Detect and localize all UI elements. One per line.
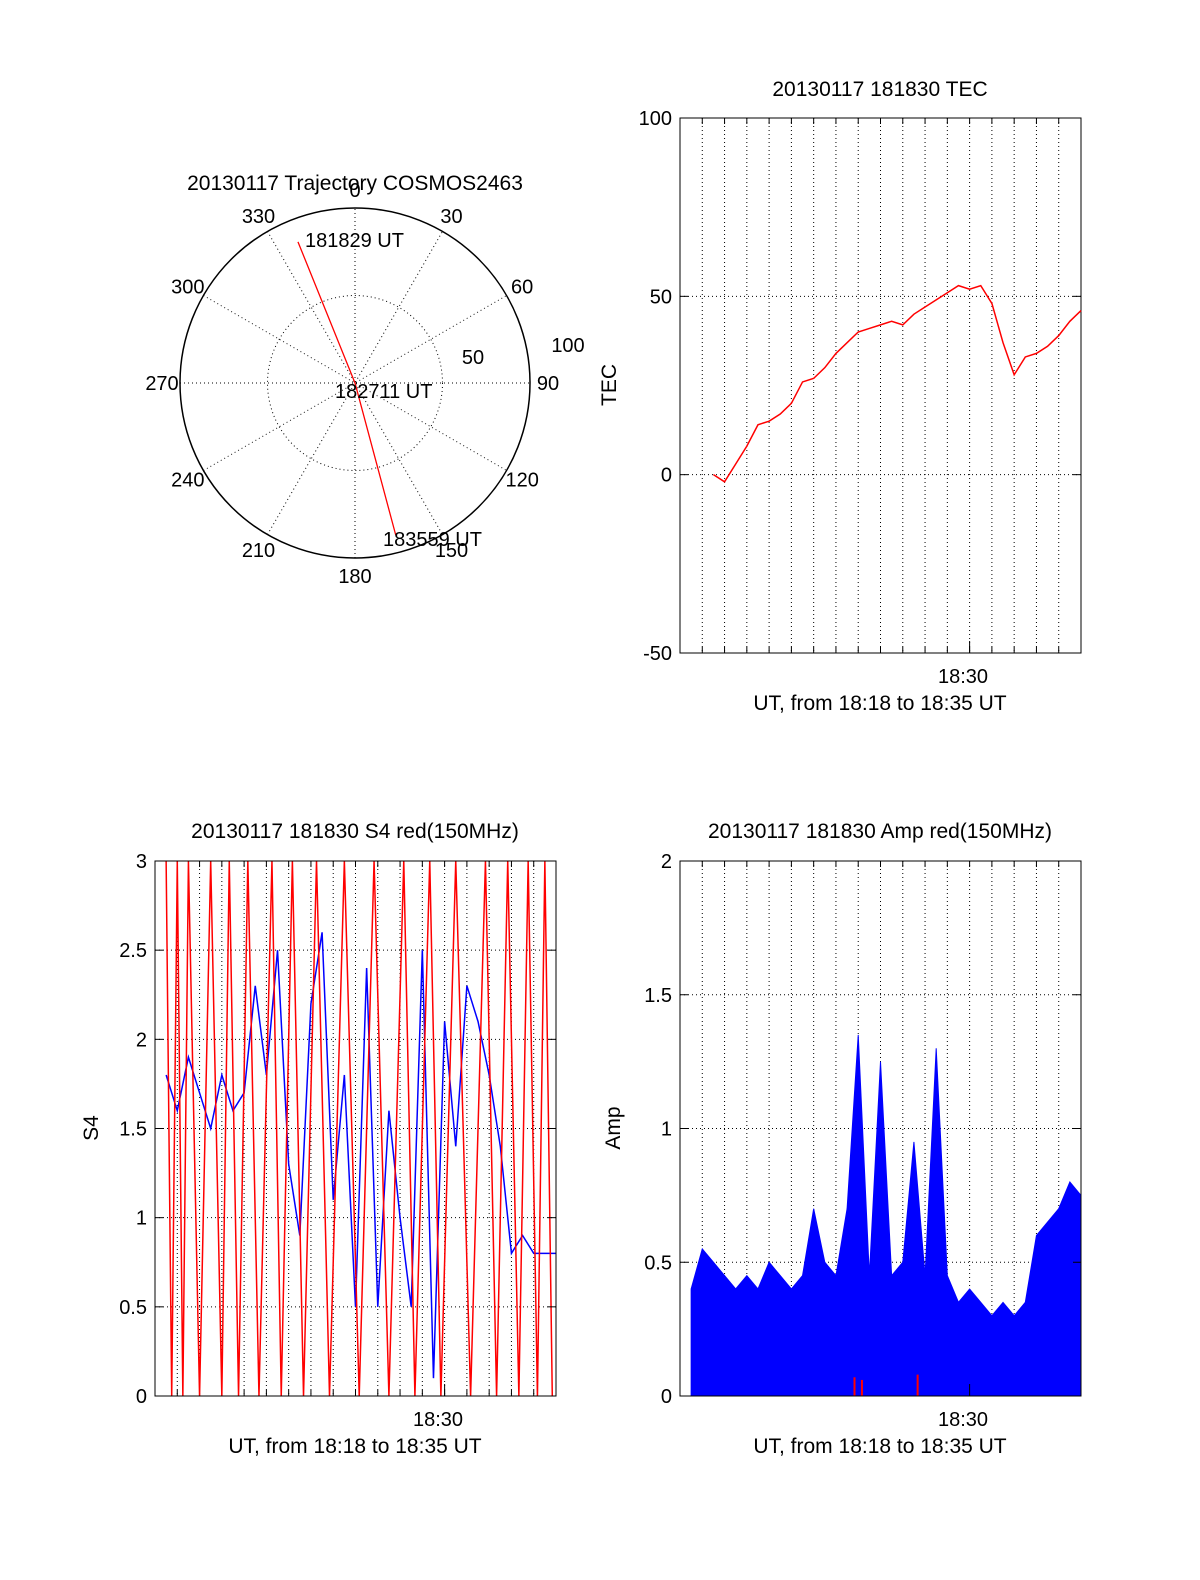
tec-panel: 20130117 181830 TEC -50 0 50 100 18:30 UT, … xyxy=(598,78,1082,715)
amp-y-tick-label: 2 xyxy=(661,851,672,873)
s4-y-tick-label: 1.5 xyxy=(119,1119,147,1141)
s4-x-tick-label: 18:30 xyxy=(413,1409,463,1431)
tec-title: 20130117 181830 TEC xyxy=(772,78,987,101)
amp-series-area xyxy=(690,1034,1082,1397)
polar-track-line xyxy=(297,241,397,536)
tec-series-line xyxy=(713,284,1082,483)
amp-title: 20130117 181830 Amp red(150MHz) xyxy=(708,820,1052,843)
s4-grid xyxy=(155,861,556,1396)
polar-azimuth-label: 240 xyxy=(171,470,204,492)
polar-azimuth-label: 0 xyxy=(349,180,360,202)
polar-inner-circle xyxy=(267,295,443,471)
s4-series xyxy=(165,860,556,1397)
s4-y-tick-label: 2.5 xyxy=(119,940,147,962)
amp-y-ticks: 0 0.5 1 1.5 2 xyxy=(644,851,1081,1408)
s4-y-tick-label: 0 xyxy=(136,1386,147,1408)
s4-y-axis-label: S4 xyxy=(80,1115,103,1141)
polar-azimuth-label: 60 xyxy=(511,277,533,299)
amp-y-tick-label: 1.5 xyxy=(644,985,672,1007)
tec-grid xyxy=(680,118,1081,653)
amp-panel: 20130117 181830 Amp red(150MHz) 0 0.5 1 1.5… xyxy=(602,820,1082,1458)
s4-y-tick-label: 1 xyxy=(136,1208,147,1230)
s4-y-ticks: 0 0.5 1 1.5 2 2.5 3 xyxy=(119,851,556,1408)
polar-azimuth-label: 330 xyxy=(242,206,275,228)
tec-y-ticks: -50 0 50 100 xyxy=(639,108,1081,665)
polar-annotation-middle: 182711 UT xyxy=(335,381,432,403)
polar-azimuth-label: 270 xyxy=(145,373,178,395)
tec-y-tick-label: -50 xyxy=(643,643,672,665)
tec-x-axis-label: UT, from 18:18 to 18:35 UT xyxy=(753,692,1006,715)
polar-title: 20130117 Trajectory COSMOS2463 xyxy=(187,172,523,195)
polar-annotation-end: 183559 UT xyxy=(383,529,482,551)
polar-azimuth-label: 30 xyxy=(440,206,462,228)
polar-azimuth-label: 300 xyxy=(171,277,204,299)
tec-x-tick-label: 18:30 xyxy=(938,666,988,688)
polar-radial-label: 100 xyxy=(551,335,584,357)
tec-y-tick-label: 0 xyxy=(661,465,672,487)
s4-y-tick-label: 3 xyxy=(136,851,147,873)
polar-annotation-start: 181829 UT xyxy=(305,230,404,252)
polar-azimuth-label: 210 xyxy=(242,540,275,562)
s4-y-tick-label: 0.5 xyxy=(119,1297,147,1319)
s4-panel: 20130117 181830 S4 red(150MHz) 0 0.5 1 1.5 2… xyxy=(80,820,557,1458)
tec-y-tick-label: 100 xyxy=(639,108,672,130)
amp-y-tick-label: 0 xyxy=(661,1386,672,1408)
s4-series-line xyxy=(165,860,554,1397)
amp-y-tick-label: 0.5 xyxy=(644,1252,672,1274)
amp-series xyxy=(690,1034,1082,1397)
amp-y-tick-label: 1 xyxy=(661,1119,672,1141)
polar-grid xyxy=(179,207,531,559)
s4-y-tick-label: 2 xyxy=(136,1029,147,1051)
tec-y-tick-label: 50 xyxy=(650,286,672,308)
polar-track xyxy=(297,241,397,536)
polar-azimuth-labels: 0 30 60 90 120 150 180 210 240 270 300 330 50 100 xyxy=(145,180,584,588)
polar-azimuth-label: 90 xyxy=(537,373,559,395)
s4-series-line xyxy=(165,932,556,1379)
tec-y-axis-label: TEC xyxy=(598,364,621,406)
polar-azimuth-label: 180 xyxy=(338,566,371,588)
s4-x-axis-label: UT, from 18:18 to 18:35 UT xyxy=(228,1435,481,1458)
polar-azimuth-label: 150 xyxy=(435,540,468,562)
amp-x-axis-label: UT, from 18:18 to 18:35 UT xyxy=(753,1435,1006,1458)
polar-radial-label: 50 xyxy=(462,347,484,369)
polar-azimuth-label: 120 xyxy=(505,470,538,492)
amp-x-tick-label: 18:30 xyxy=(938,1409,988,1431)
tec-series xyxy=(713,284,1082,483)
polar-trajectory-panel: 20130117 Trajectory COSMOS2463 0 30 60 90 12… xyxy=(145,172,584,588)
s4-title: 20130117 181830 S4 red(150MHz) xyxy=(191,820,519,843)
amp-y-axis-label: Amp xyxy=(602,1106,625,1149)
